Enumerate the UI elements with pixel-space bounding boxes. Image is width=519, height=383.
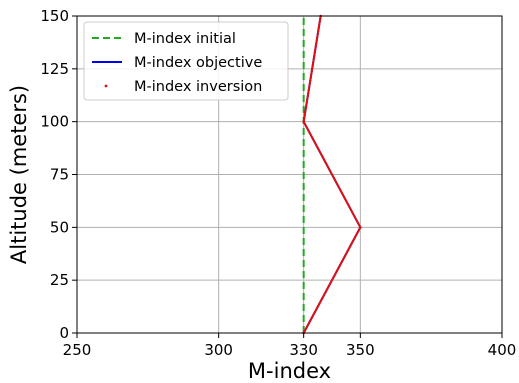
- legend-box: [83, 21, 289, 101]
- x-ticks: 250 300 330 350 400: [63, 333, 517, 359]
- series-layer: [302, 14, 362, 335]
- x-tick-label: 350: [346, 341, 375, 359]
- inversion-point: [302, 120, 305, 123]
- y-tick-label: 50: [50, 218, 69, 236]
- x-tick-label: 300: [204, 341, 233, 359]
- legend-label: M-index objective: [134, 55, 262, 71]
- legend-label: M-index initial: [134, 31, 236, 47]
- y-tick-label: 150: [40, 7, 69, 25]
- y-tick-label: 125: [40, 60, 69, 78]
- legend: M-index initial M-index objective M-index …: [83, 21, 289, 101]
- y-tick-label: 0: [59, 324, 69, 342]
- x-axis-label: M-index: [248, 359, 331, 383]
- y-axis-label: Altitude (meters): [7, 85, 31, 264]
- inversion-point: [359, 226, 362, 229]
- legend-marker: [104, 84, 108, 88]
- series-inversion-line: [302, 15, 362, 334]
- y-ticks: 0 25 50 75 100 125 150: [40, 7, 77, 342]
- y-tick-label: 75: [50, 166, 69, 184]
- x-tick-label: 330: [289, 341, 318, 359]
- y-tick-label: 25: [50, 271, 69, 289]
- x-tick-label: 400: [488, 341, 517, 359]
- x-tick-label: 250: [63, 341, 92, 359]
- legend-label: M-index inversion: [134, 79, 262, 95]
- y-tick-label: 100: [40, 113, 69, 131]
